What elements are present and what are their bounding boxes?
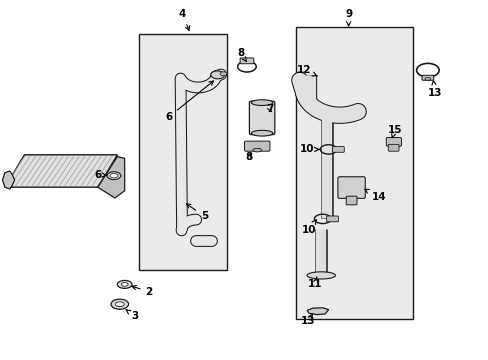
Text: 8: 8 (237, 48, 246, 62)
Ellipse shape (111, 299, 128, 309)
Text: 10: 10 (299, 144, 319, 154)
Text: 3: 3 (125, 310, 138, 321)
Text: 5: 5 (186, 204, 207, 221)
FancyBboxPatch shape (421, 75, 433, 80)
FancyBboxPatch shape (244, 141, 269, 151)
Bar (295, 27, 412, 319)
FancyBboxPatch shape (249, 101, 274, 135)
Ellipse shape (115, 302, 124, 306)
Text: 6: 6 (94, 170, 107, 180)
Ellipse shape (251, 100, 272, 105)
Polygon shape (306, 308, 328, 315)
Ellipse shape (220, 72, 226, 76)
Text: 6: 6 (165, 81, 213, 122)
Text: 15: 15 (387, 125, 402, 138)
Text: 12: 12 (296, 65, 316, 76)
Ellipse shape (210, 71, 224, 79)
Ellipse shape (107, 172, 121, 180)
Ellipse shape (117, 280, 132, 288)
Text: 10: 10 (301, 220, 316, 235)
Text: 11: 11 (307, 276, 322, 289)
Text: 9: 9 (345, 9, 351, 26)
FancyBboxPatch shape (346, 196, 356, 205)
Ellipse shape (110, 174, 118, 178)
Bar (139, 34, 227, 270)
FancyBboxPatch shape (386, 138, 401, 146)
Text: 2: 2 (132, 285, 152, 297)
FancyBboxPatch shape (332, 147, 344, 152)
Ellipse shape (306, 272, 335, 279)
Text: 7: 7 (265, 104, 273, 114)
FancyBboxPatch shape (387, 144, 398, 151)
Ellipse shape (251, 130, 272, 136)
Polygon shape (98, 157, 124, 198)
FancyBboxPatch shape (240, 58, 253, 64)
Polygon shape (5, 155, 117, 187)
Ellipse shape (252, 148, 261, 152)
Text: 13: 13 (300, 314, 315, 327)
FancyBboxPatch shape (337, 177, 365, 198)
FancyBboxPatch shape (326, 216, 338, 222)
Ellipse shape (424, 77, 430, 80)
Polygon shape (2, 171, 15, 189)
Text: 13: 13 (427, 81, 442, 98)
Text: 14: 14 (364, 189, 386, 202)
Ellipse shape (121, 283, 128, 286)
Text: 4: 4 (178, 9, 189, 31)
Text: 8: 8 (245, 152, 252, 162)
